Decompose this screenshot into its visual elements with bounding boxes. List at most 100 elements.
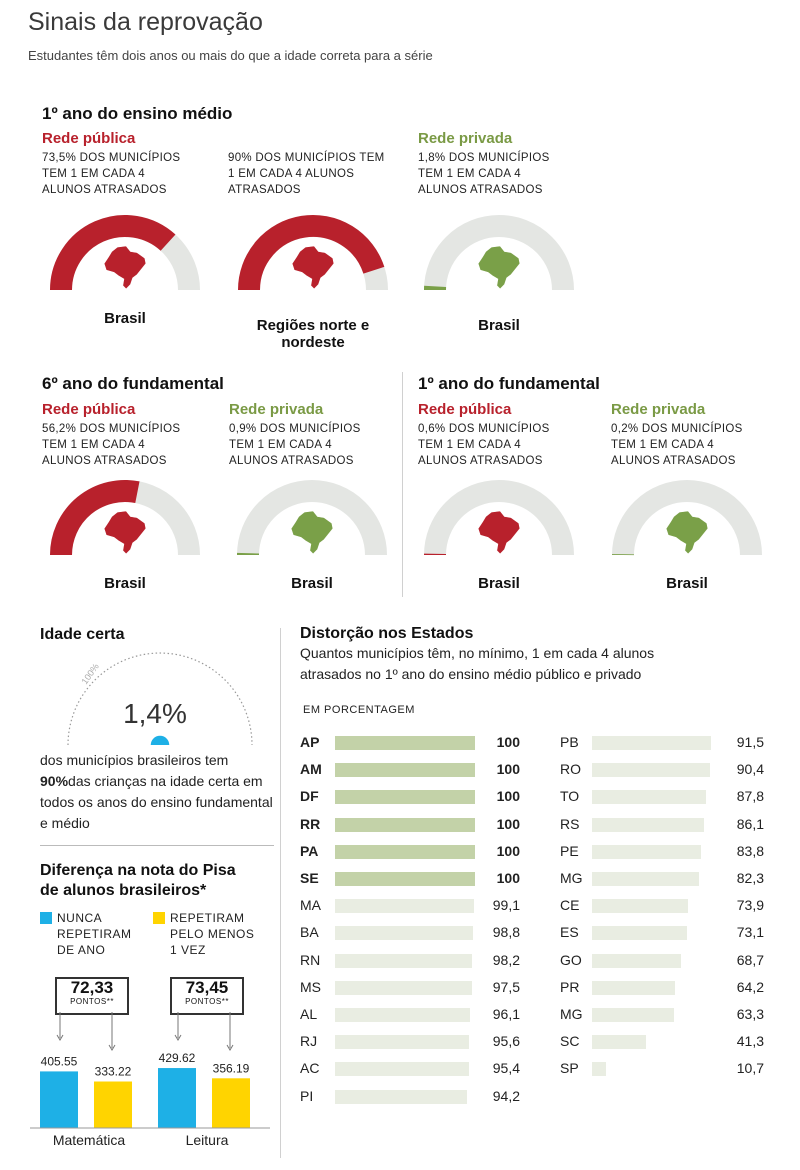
legend-repeat-swatch xyxy=(153,912,165,924)
section3-private-label: Rede privada xyxy=(611,401,706,418)
idade-text-1: dos municípios brasileiros tem xyxy=(40,752,229,768)
idade-text-bold: 90% xyxy=(40,773,69,789)
state-value: 98,8 xyxy=(492,924,520,941)
section1-title: 1º ano do ensino médio xyxy=(42,104,233,123)
state-code: MG xyxy=(560,870,583,886)
gauge-s2-1-label: Brasil xyxy=(291,575,333,592)
state-bar xyxy=(592,844,701,859)
state-bar xyxy=(335,844,475,859)
gauge-s1-2-track xyxy=(424,215,574,291)
state-bar xyxy=(592,817,704,832)
state-value: 100 xyxy=(496,788,520,805)
gauge-s1-0-text: 73,5% DOS MUNICÍPIOS TEM 1 EM CADA 4 ALU… xyxy=(42,152,181,196)
state-code: GO xyxy=(560,951,582,968)
gauge-s3-0-text: 0,6% DOS MUNICÍPIOS TEM 1 EM CADA 4 ALUN… xyxy=(418,423,550,467)
gauge-s1-0-fill xyxy=(50,215,176,291)
state-value: 83,8 xyxy=(736,842,764,859)
pisa-arrow-left-0 xyxy=(56,1034,64,1041)
state-bar xyxy=(335,1089,467,1104)
state-value: 86,1 xyxy=(736,815,764,832)
state-bar xyxy=(335,1035,469,1050)
pisa-cat-mat: Matemática xyxy=(52,1132,126,1148)
section2-private-label: Rede privada xyxy=(229,401,324,418)
state-code: RO xyxy=(560,761,581,778)
state-value: 94,2 xyxy=(492,1087,520,1104)
state-value: 10,7 xyxy=(736,1060,764,1077)
state-value: 100 xyxy=(496,761,520,778)
pisa-value-repeat-1: 356.19 xyxy=(213,1061,250,1075)
state-value: 96,1 xyxy=(492,1006,520,1022)
state-code: TO xyxy=(560,788,580,805)
state-value: 100 xyxy=(496,870,520,886)
page-subtitle: Estudantes têm dois anos ou mais do que … xyxy=(28,48,433,63)
section1-public-label: Rede pública xyxy=(42,130,136,147)
idade-text-2: das crianças na idade certa em todos os … xyxy=(40,773,273,831)
state-bar xyxy=(335,817,475,832)
idade-text: dos municípios brasileiros tem 90%das cr… xyxy=(40,750,275,834)
state-code: PA xyxy=(300,842,319,859)
gauge-s2-0-text: 56,2% DOS MUNICÍPIOS TEM 1 EM CADA 4 ALU… xyxy=(42,423,181,467)
gauge-s3-0-brazil-map-icon xyxy=(477,510,521,555)
chart-subtitle: Quantos municípios têm, no mínimo, 1 em … xyxy=(300,645,655,682)
state-code: MA xyxy=(300,897,321,914)
state-bar xyxy=(592,980,676,995)
state-bar xyxy=(592,1062,606,1077)
state-bar xyxy=(335,872,475,886)
state-bar xyxy=(592,1008,675,1022)
pisa-value-repeat-0: 333.22 xyxy=(95,1065,132,1079)
state-code: SC xyxy=(560,1033,580,1050)
pisa-diff-box-lei: 73,45 PONTOS** xyxy=(170,977,244,1015)
section2-public-label: Rede pública xyxy=(42,401,136,418)
state-bar xyxy=(335,763,475,778)
pisa-bar-never-0 xyxy=(40,1071,78,1128)
state-code: CE xyxy=(560,897,580,914)
gauge-s1-2-label: Brasil xyxy=(478,317,520,334)
gauge-s2-1-text: 0,9% DOS MUNICÍPIOS TEM 1 EM CADA 4 ALUN… xyxy=(229,423,361,467)
state-bar xyxy=(592,953,682,968)
chart-title: Distorção nos Estados xyxy=(300,625,474,642)
state-code: RJ xyxy=(300,1033,318,1050)
state-value: 87,8 xyxy=(736,788,764,805)
state-code: PE xyxy=(560,842,579,859)
state-value: 95,4 xyxy=(492,1060,520,1077)
page-title: Sinais da reprovação xyxy=(28,8,263,36)
state-code: AM xyxy=(300,761,322,778)
idade-gauge-dot xyxy=(150,735,170,745)
state-code: RR xyxy=(300,815,321,832)
idade-gauge: 100% xyxy=(67,652,253,746)
gauge-s1-2-text: 1,8% DOS MUNICÍPIOS TEM 1 EM CADA 4 ALUN… xyxy=(418,152,550,196)
state-value: 68,7 xyxy=(736,951,764,968)
pisa-diff-lei: 73,45 xyxy=(185,978,229,997)
gauge-s3-1-track xyxy=(612,480,762,556)
gauges-layer xyxy=(50,215,762,556)
section3-public-label: Rede pública xyxy=(418,401,512,418)
state-value: 99,1 xyxy=(492,897,520,914)
state-code: SP xyxy=(560,1060,579,1077)
state-value: 64,2 xyxy=(736,978,764,995)
gauge-s3-1-label: Brasil xyxy=(666,575,708,592)
pisa-cat-lei: Leitura xyxy=(185,1132,229,1148)
state-code: MS xyxy=(300,978,321,995)
state-bar xyxy=(592,926,688,941)
state-code: ES xyxy=(560,924,579,941)
chart-unit-label: EM PORCENTAGEM xyxy=(303,704,415,716)
gauge-s1-0-label: Brasil xyxy=(104,310,146,327)
state-bar xyxy=(592,899,689,914)
pisa-unit-lei: PONTOS** xyxy=(185,997,229,1006)
state-bar xyxy=(335,953,473,968)
gauge-s2-0-brazil-map-icon xyxy=(103,510,147,555)
idade-gauge-arc xyxy=(67,652,253,746)
pisa-diff-mat: 72,33 xyxy=(70,978,114,997)
gauge-s1-0-brazil-map-icon xyxy=(103,245,147,290)
state-code: AP xyxy=(300,734,320,750)
state-bar xyxy=(335,1062,469,1077)
state-value: 90,4 xyxy=(736,761,764,778)
gauge-s2-0-label: Brasil xyxy=(104,575,146,592)
section2-title: 6º ano do fundamental xyxy=(42,374,224,393)
gauge-s3-0-label: Brasil xyxy=(478,575,520,592)
gauge-s2-1-track xyxy=(237,480,387,556)
section-divider xyxy=(402,372,403,597)
legend-never-label: NUNCA REPETIRAM DE ANO xyxy=(57,911,132,957)
gauge-s1-1-fill xyxy=(238,215,385,291)
